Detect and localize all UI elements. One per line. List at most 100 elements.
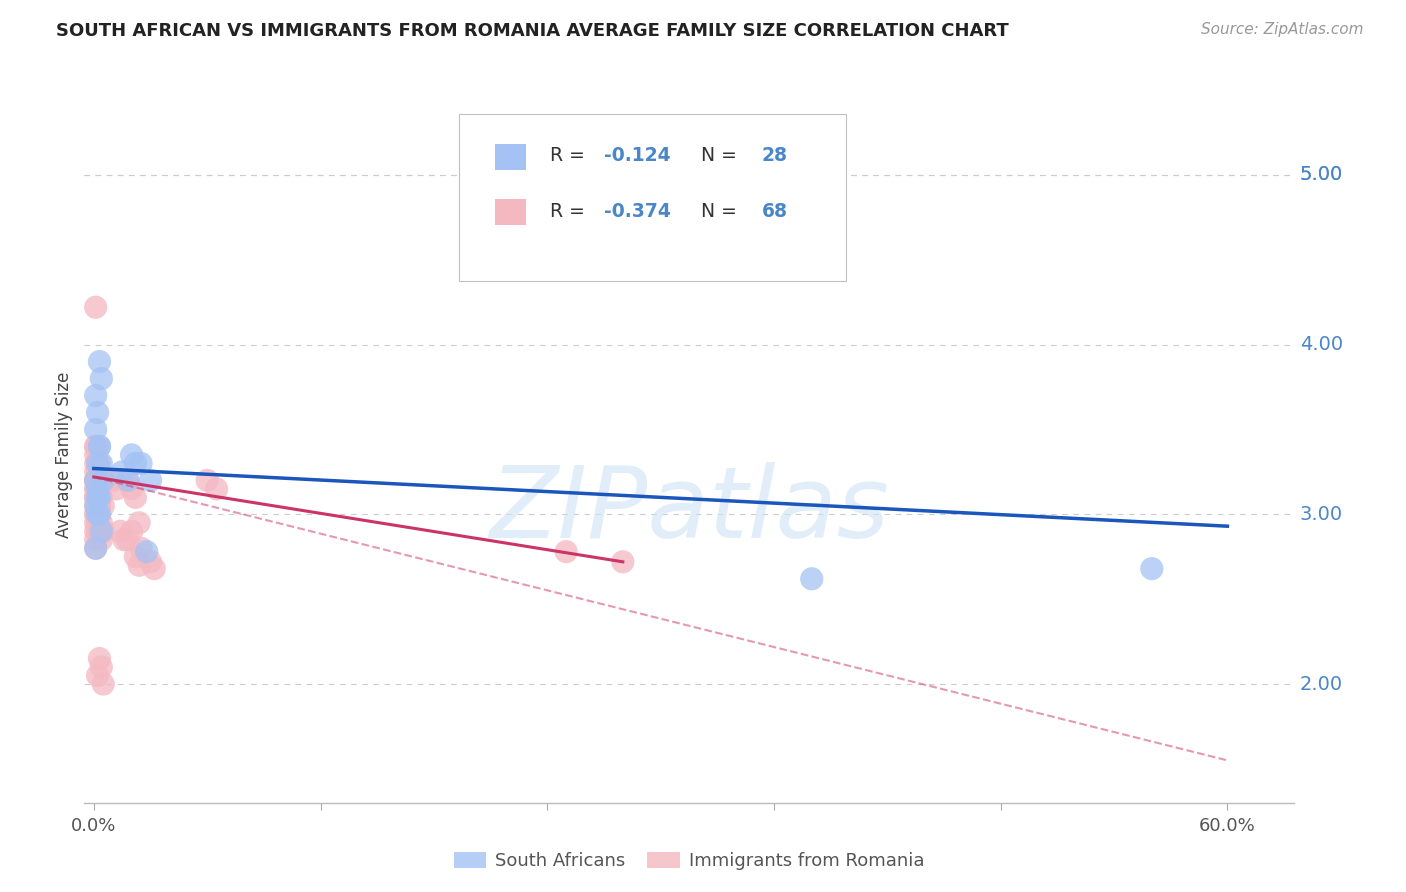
Point — [90, 371, 112, 385]
Point — [86, 668, 108, 682]
Point — [139, 555, 162, 569]
Point — [128, 516, 150, 530]
Text: R =: R = — [550, 202, 591, 221]
Point — [86, 516, 108, 530]
Point — [84, 439, 107, 453]
Point — [89, 499, 111, 513]
Point — [86, 482, 108, 496]
Point — [84, 465, 107, 479]
Point — [91, 499, 114, 513]
Text: 28: 28 — [762, 146, 787, 165]
Text: 4.00: 4.00 — [1299, 335, 1343, 354]
Point — [124, 549, 146, 564]
Point — [86, 482, 108, 496]
Point — [86, 491, 108, 505]
Point — [89, 651, 111, 665]
Legend: South Africans, Immigrants from Romania: South Africans, Immigrants from Romania — [447, 845, 931, 877]
Point — [84, 541, 107, 556]
Point — [84, 474, 107, 488]
Text: SOUTH AFRICAN VS IMMIGRANTS FROM ROMANIA AVERAGE FAMILY SIZE CORRELATION CHART: SOUTH AFRICAN VS IMMIGRANTS FROM ROMANIA… — [56, 22, 1010, 40]
Point — [84, 508, 107, 522]
Text: -0.124: -0.124 — [605, 146, 671, 165]
Point — [91, 524, 114, 539]
Point — [89, 491, 111, 505]
Point — [84, 474, 107, 488]
Point — [84, 448, 107, 462]
Point — [205, 482, 228, 496]
Point — [800, 572, 823, 586]
Point — [90, 524, 112, 539]
Point — [124, 491, 146, 505]
Point — [84, 516, 107, 530]
Point — [124, 457, 146, 471]
Point — [101, 474, 124, 488]
Point — [86, 457, 108, 471]
FancyBboxPatch shape — [495, 199, 526, 226]
Point — [90, 491, 112, 505]
Point — [121, 524, 143, 539]
Point — [89, 508, 111, 522]
Point — [121, 482, 143, 496]
Point — [86, 491, 108, 505]
Point — [86, 474, 108, 488]
Point — [112, 533, 135, 547]
Text: 2.00: 2.00 — [1299, 674, 1343, 693]
Point — [84, 491, 107, 505]
Point — [91, 474, 114, 488]
Point — [90, 474, 112, 488]
Point — [84, 388, 107, 402]
Point — [89, 491, 111, 505]
Text: N =: N = — [689, 202, 742, 221]
Point — [86, 405, 108, 419]
Point — [86, 499, 108, 513]
Point — [84, 422, 107, 436]
Point — [84, 439, 107, 453]
Point — [84, 474, 107, 488]
Point — [117, 474, 139, 488]
Point — [117, 533, 139, 547]
Point — [84, 482, 107, 496]
Point — [84, 533, 107, 547]
Point — [89, 439, 111, 453]
Point — [143, 561, 166, 575]
Point — [105, 482, 128, 496]
Point — [195, 474, 218, 488]
Text: 68: 68 — [762, 202, 787, 221]
Point — [86, 482, 108, 496]
Point — [91, 677, 114, 691]
Point — [90, 457, 112, 471]
Point — [84, 524, 107, 539]
Point — [89, 354, 111, 368]
Point — [86, 508, 108, 522]
Point — [89, 439, 111, 453]
Text: Source: ZipAtlas.com: Source: ZipAtlas.com — [1201, 22, 1364, 37]
Point — [84, 300, 107, 314]
Point — [84, 491, 107, 505]
Text: 5.00: 5.00 — [1299, 165, 1343, 185]
Point — [117, 474, 139, 488]
FancyBboxPatch shape — [495, 144, 526, 169]
Point — [111, 465, 134, 479]
FancyBboxPatch shape — [460, 114, 846, 281]
Point — [89, 457, 111, 471]
Y-axis label: Average Family Size: Average Family Size — [55, 372, 73, 538]
Point — [89, 508, 111, 522]
Point — [90, 533, 112, 547]
Point — [89, 499, 111, 513]
Point — [84, 491, 107, 505]
Text: 3.00: 3.00 — [1299, 505, 1343, 524]
Point — [89, 474, 111, 488]
Point — [86, 524, 108, 539]
Point — [139, 474, 162, 488]
Point — [1140, 561, 1163, 575]
Text: -0.374: -0.374 — [605, 202, 671, 221]
Point — [84, 541, 107, 556]
Point — [121, 448, 143, 462]
Point — [135, 544, 157, 558]
Point — [90, 516, 112, 530]
Text: N =: N = — [689, 146, 742, 165]
Text: 5.00: 5.00 — [1299, 165, 1343, 185]
Text: R =: R = — [550, 146, 591, 165]
Point — [129, 541, 152, 556]
Point — [110, 524, 132, 539]
